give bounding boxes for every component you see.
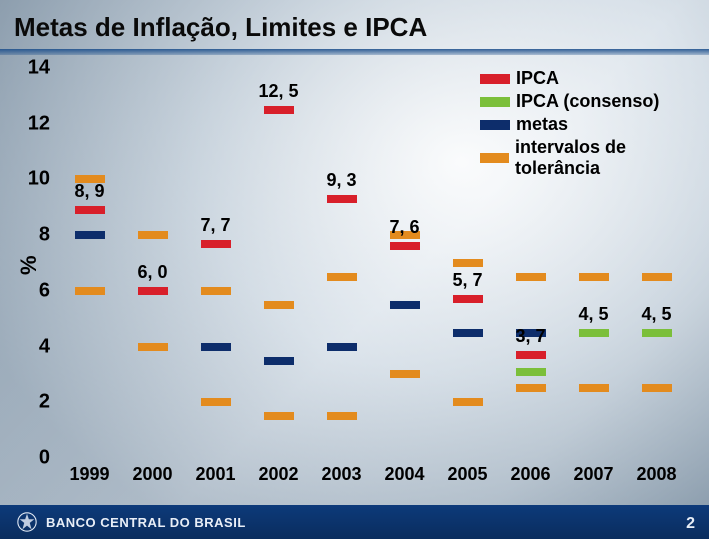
tol-lower-marker [579,384,609,392]
tol-lower-marker [327,412,357,420]
x-tick: 2008 [636,458,676,485]
legend-item: intervalos de tolerância [480,137,709,179]
tol-lower-marker [390,370,420,378]
legend-swatch [480,120,510,130]
tol-lower-marker [138,343,168,351]
tol-upper-marker [642,273,672,281]
x-tick: 2006 [510,458,550,485]
metas-marker [390,301,420,309]
ipca-marker [201,240,231,248]
page-number: 2 [686,515,695,533]
bcb-logo-icon [16,511,38,533]
data-label: 6, 0 [137,262,167,283]
data-label: 3, 7 [515,326,545,347]
data-label: 7, 6 [389,217,419,238]
tol-lower-marker [453,398,483,406]
metas-marker [264,357,294,365]
metas-marker [75,231,105,239]
y-tick: 4 [39,335,58,358]
data-label: 12, 5 [258,81,298,102]
ipca-marker [516,351,546,359]
legend-item: IPCA [480,68,709,89]
metas-marker [327,343,357,351]
data-label: 5, 7 [452,270,482,291]
ipca-marker [264,106,294,114]
tol-lower-marker [201,398,231,406]
page-title: Metas de Inflação, Limites e IPCA [14,12,695,43]
legend-swatch [480,97,510,107]
x-tick: 2001 [195,458,235,485]
legend-swatch [480,74,510,84]
footer-brand-text: BANCO CENTRAL DO BRASIL [46,515,246,530]
y-tick: 0 [39,447,58,470]
data-label: 7, 7 [200,215,230,236]
footer-bar: BANCO CENTRAL DO BRASIL 2 [0,505,709,539]
ipca-consenso-marker [579,329,609,337]
y-tick: 12 [28,112,58,135]
y-axis-label: % [16,255,42,275]
data-label: 9, 3 [326,170,356,191]
tol-lower-marker [642,384,672,392]
metas-marker [453,329,483,337]
ipca-marker [453,295,483,303]
tol-upper-marker [516,273,546,281]
tol-upper-marker [453,259,483,267]
ipca-marker [138,287,168,295]
tol-upper-marker [201,287,231,295]
footer-brand: BANCO CENTRAL DO BRASIL [16,511,246,533]
data-label: 4, 5 [641,304,671,325]
tol-lower-marker [264,412,294,420]
title-bar: Metas de Inflação, Limites e IPCA [0,6,709,53]
ipca-marker [75,206,105,214]
x-tick: 2007 [573,458,613,485]
y-tick: 8 [39,224,58,247]
title-underline [0,49,709,55]
tol-lower-marker [75,287,105,295]
tol-upper-marker [579,273,609,281]
legend-label: IPCA (consenso) [516,91,659,112]
y-tick: 10 [28,168,58,191]
legend-label: IPCA [516,68,559,89]
legend-label: metas [516,114,568,135]
x-tick: 2000 [132,458,172,485]
y-tick: 14 [28,57,58,80]
ipca-marker [327,195,357,203]
chart-legend: IPCAIPCA (consenso)metasintervalos de to… [480,68,709,181]
tol-upper-marker [138,231,168,239]
y-tick: 2 [39,391,58,414]
metas-marker [201,343,231,351]
tol-upper-marker [327,273,357,281]
x-tick: 2005 [447,458,487,485]
ipca-consenso-marker [516,368,546,376]
x-tick: 1999 [69,458,109,485]
data-label: 8, 9 [74,181,104,202]
legend-item: metas [480,114,709,135]
ipca-marker [390,242,420,250]
legend-item: IPCA (consenso) [480,91,709,112]
tol-upper-marker [264,301,294,309]
legend-label: intervalos de tolerância [515,137,709,179]
x-tick: 2003 [321,458,361,485]
data-label: 4, 5 [578,304,608,325]
ipca-consenso-marker [642,329,672,337]
x-tick: 2004 [384,458,424,485]
x-tick: 2002 [258,458,298,485]
y-tick: 6 [39,279,58,302]
legend-swatch [480,153,509,163]
tol-lower-marker [516,384,546,392]
